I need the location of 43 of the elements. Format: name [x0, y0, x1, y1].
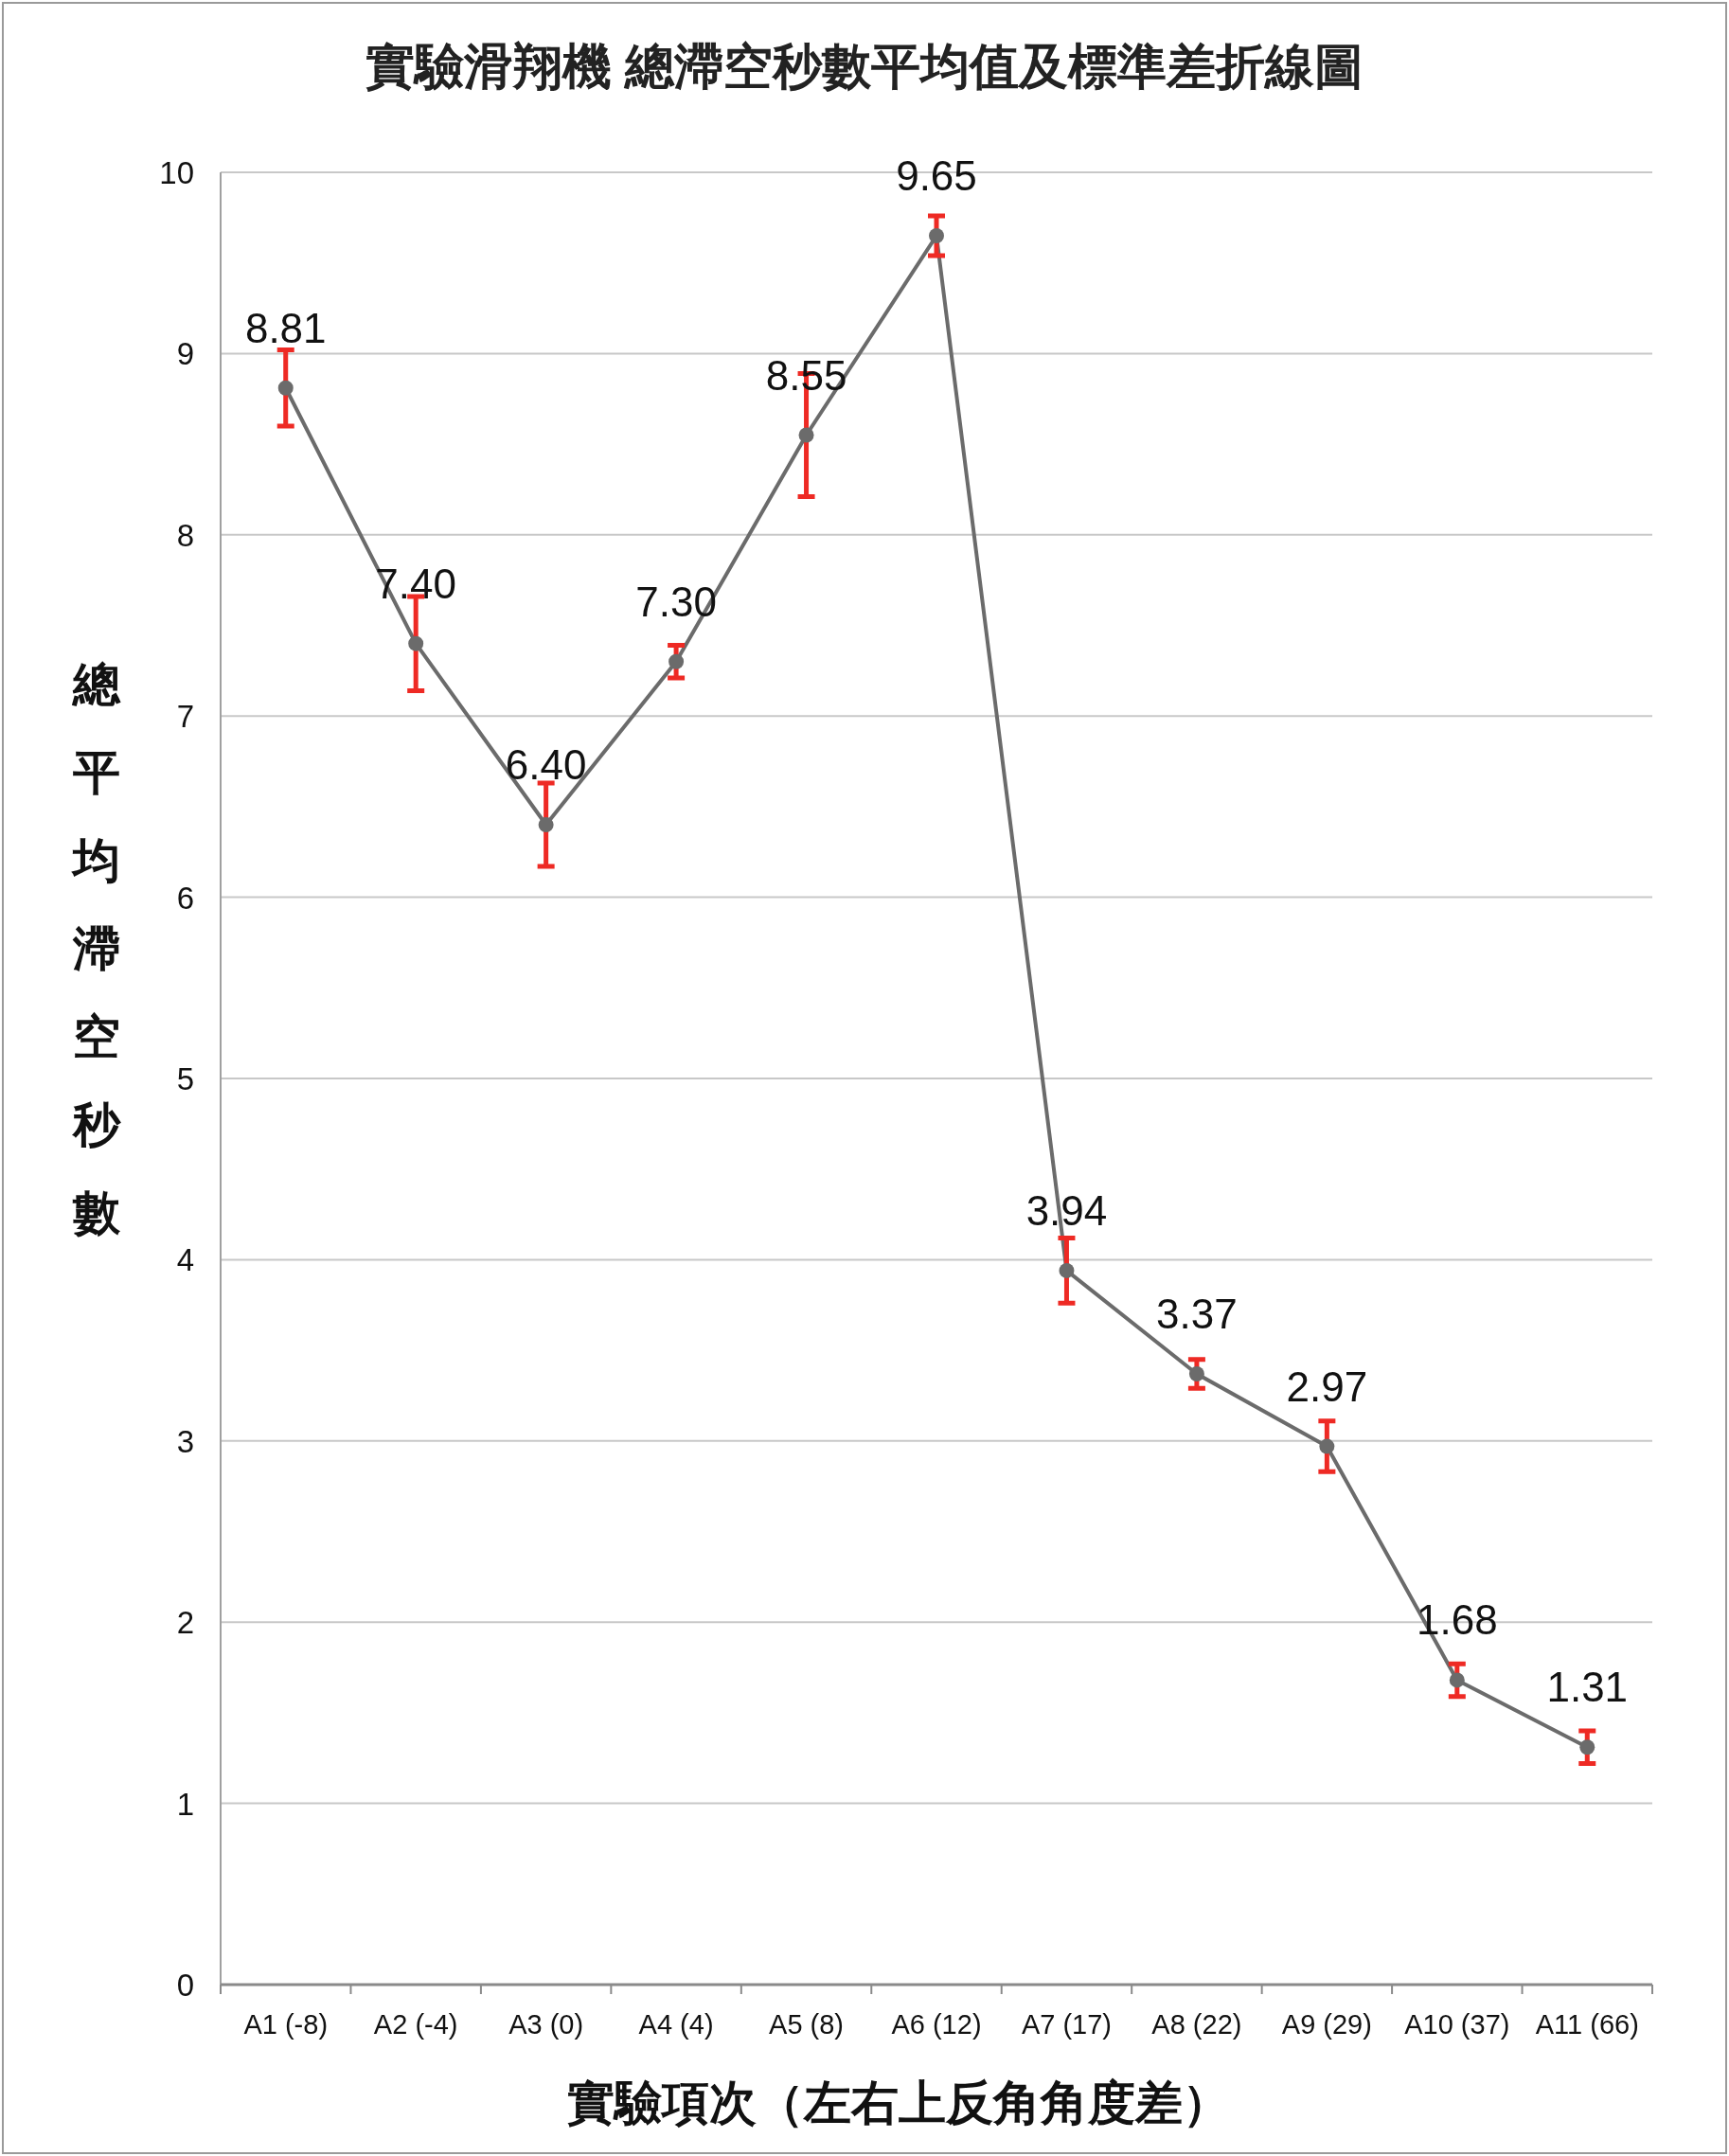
data-label: 6.40: [505, 741, 587, 789]
y-tick-label: 8: [176, 517, 194, 553]
data-label: 8.55: [765, 351, 847, 399]
point: [1059, 1262, 1075, 1278]
chart-title: 實驗滑翔機 總滯空秒數平均值及標準差折線圖: [365, 39, 1364, 94]
data-label: 9.65: [896, 151, 977, 199]
x-tick-label: A6 (12): [891, 2009, 982, 2040]
x-tick-label: A3 (0): [508, 2009, 584, 2040]
point: [1579, 1739, 1595, 1755]
data-label: 3.37: [1156, 1290, 1238, 1337]
x-tick-label: A1 (-8): [243, 2009, 329, 2040]
x-tick-label: A9 (29): [1281, 2009, 1372, 2040]
x-tick-label: A11 (66): [1535, 2009, 1639, 2040]
y-tick-label: 10: [159, 155, 194, 190]
y-axis-title: 總平均滯空秒數: [71, 658, 121, 1239]
y-tick-label: 7: [176, 699, 194, 735]
y-tick-label: 0: [176, 1968, 194, 2003]
x-tick-label: A7 (17): [1021, 2009, 1113, 2040]
y-tick-label: 2: [176, 1605, 194, 1641]
y-tick-label: 6: [176, 880, 194, 916]
x-axis-title: 實驗項次（左右上反角角度差）: [567, 2076, 1230, 2129]
x-tick-label: A4 (4): [638, 2009, 714, 2040]
y-tick-label: 9: [176, 336, 194, 372]
y-tick-label: 4: [176, 1242, 194, 1278]
x-tick-label: A10 (37): [1404, 2009, 1510, 2040]
point: [408, 635, 424, 651]
point: [1319, 1438, 1335, 1454]
x-tick-label: A5 (8): [769, 2009, 845, 2040]
data-label: 1.31: [1546, 1664, 1629, 1711]
x-tick-label: A2 (-4): [373, 2009, 458, 2040]
y-tick-label: 5: [176, 1061, 194, 1096]
data-label: 8.81: [244, 304, 327, 351]
x-tick-label: A8 (22): [1151, 2009, 1242, 2040]
point: [668, 653, 685, 669]
point: [1449, 1672, 1465, 1688]
point: [929, 227, 944, 243]
point: [277, 380, 294, 396]
y-tick-label: 1: [176, 1786, 194, 1822]
point: [1188, 1365, 1204, 1381]
data-label: 2.97: [1286, 1363, 1368, 1410]
y-tick-label: 3: [176, 1423, 194, 1459]
point: [798, 427, 814, 443]
point: [538, 817, 554, 833]
